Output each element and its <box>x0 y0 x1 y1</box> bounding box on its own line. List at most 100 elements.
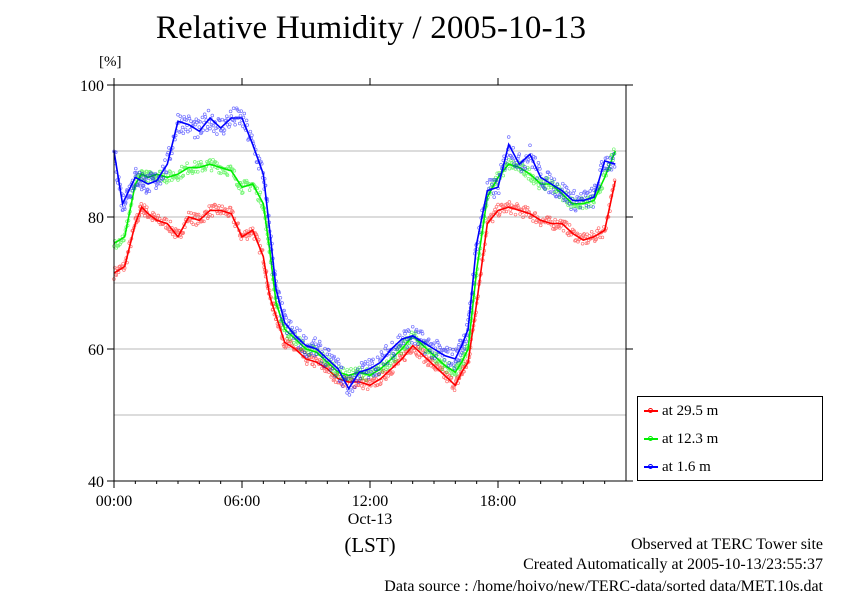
legend-item-12-3m: at 12.3 m <box>644 429 718 449</box>
series-2-markers <box>112 106 617 397</box>
series-0-marker <box>195 213 199 217</box>
series-0-marker <box>374 377 378 381</box>
series-2-marker <box>392 353 397 357</box>
series-0-marker <box>445 379 449 384</box>
series-2-marker <box>286 322 291 326</box>
series-2-marker <box>490 183 494 187</box>
series-1-marker <box>171 171 176 175</box>
series-2-marker <box>597 185 602 189</box>
series-2-marker <box>311 338 316 343</box>
series-0-marker <box>173 235 177 240</box>
series-2-marker <box>457 358 462 363</box>
series-2-marker <box>497 191 501 195</box>
series-2-marker <box>178 114 183 119</box>
series-2-marker <box>222 128 227 132</box>
series-2-marker <box>347 393 352 397</box>
series-0-marker <box>204 209 208 214</box>
y-tick-label-40: 40 <box>88 474 104 491</box>
series-1-marker <box>443 361 448 366</box>
series-0-marker <box>323 369 327 373</box>
series-0-marker <box>359 384 364 388</box>
series-0-marker <box>576 239 580 244</box>
series-2-marker <box>561 181 565 186</box>
series-2-marker <box>186 114 191 118</box>
series-2-marker <box>593 183 597 188</box>
x-tick-label-18:00: 18:00 <box>480 493 516 510</box>
series-2-marker <box>365 370 369 375</box>
series-0-marker <box>564 220 569 225</box>
series-2-marker <box>456 358 460 363</box>
series-0-marker <box>587 234 592 238</box>
series-2-marker <box>238 113 243 118</box>
series-0-marker <box>225 207 229 212</box>
series-2-marker <box>147 189 152 193</box>
series-2-marker <box>438 345 442 349</box>
series-0-marker <box>575 231 579 236</box>
series-2-marker <box>526 158 531 162</box>
series-2-marker <box>549 176 554 180</box>
legend-label-12-3m: at 12.3 m <box>662 430 719 447</box>
series-2-marker <box>144 175 148 179</box>
series-2-marker <box>612 152 616 156</box>
series-0-marker <box>515 202 519 206</box>
series-1-marker <box>546 185 551 190</box>
series-2-marker <box>452 366 457 371</box>
series-2-marker <box>588 189 592 193</box>
series-2-marker <box>585 191 589 196</box>
series-2-marker <box>371 357 375 362</box>
series-0-marker <box>331 378 336 383</box>
series-0-marker <box>498 210 503 214</box>
legend-item-29-5m: at 29.5 m <box>644 401 718 421</box>
series-2-marker <box>578 205 583 210</box>
series-1-marker <box>529 179 534 183</box>
series-0-marker <box>488 218 493 222</box>
series-0-marker <box>216 205 221 210</box>
series-1-marker <box>244 178 249 183</box>
series-1-marker <box>288 337 292 342</box>
series-1-marker <box>122 238 126 243</box>
series-2-marker <box>449 361 454 366</box>
series-1-marker <box>549 185 554 190</box>
series-2-marker <box>301 333 306 338</box>
y-tick-label-60: 60 <box>88 342 104 359</box>
series-2-marker <box>565 200 570 204</box>
series-2-marker <box>437 343 442 348</box>
series-2-marker <box>369 369 373 374</box>
series-2-marker <box>323 346 327 351</box>
series-2-marker <box>427 348 432 353</box>
series-2-marker <box>407 329 411 333</box>
series-1-marker <box>258 190 263 195</box>
series-2-marker <box>201 128 205 133</box>
series-0-marker <box>580 241 585 246</box>
series-2-marker <box>295 326 299 330</box>
series-2-marker <box>317 339 322 344</box>
series-1-marker <box>257 199 261 203</box>
series-2-marker <box>232 119 237 123</box>
series-0-marker <box>391 370 395 374</box>
series-2-marker <box>132 186 136 191</box>
series-1-marker <box>225 173 230 178</box>
series-2-marker <box>329 357 333 362</box>
series-2-marker <box>523 166 528 171</box>
series-2-marker <box>506 135 511 139</box>
series-2-marker <box>146 176 151 181</box>
series-2-marker <box>359 361 364 365</box>
series-1-marker <box>168 170 173 174</box>
series-1-marker <box>176 178 180 182</box>
series-2-marker <box>384 344 388 348</box>
series-2-marker <box>517 152 522 156</box>
series-1-marker <box>360 376 365 381</box>
series-2-marker <box>302 350 307 355</box>
series-1-marker <box>207 158 211 163</box>
series-0-marker <box>196 212 201 217</box>
series-2-marker <box>397 333 402 337</box>
series-0-marker <box>513 212 518 217</box>
series-2-marker <box>426 337 431 342</box>
series-0-marker <box>121 261 125 266</box>
series-2-marker <box>133 171 137 175</box>
series-2-marker <box>193 135 197 140</box>
series-2-marker <box>298 344 303 348</box>
series-0-marker <box>548 215 552 220</box>
series-1-marker <box>351 368 355 372</box>
chart-title: Relative Humidity / 2005-10-13 <box>155 10 587 46</box>
